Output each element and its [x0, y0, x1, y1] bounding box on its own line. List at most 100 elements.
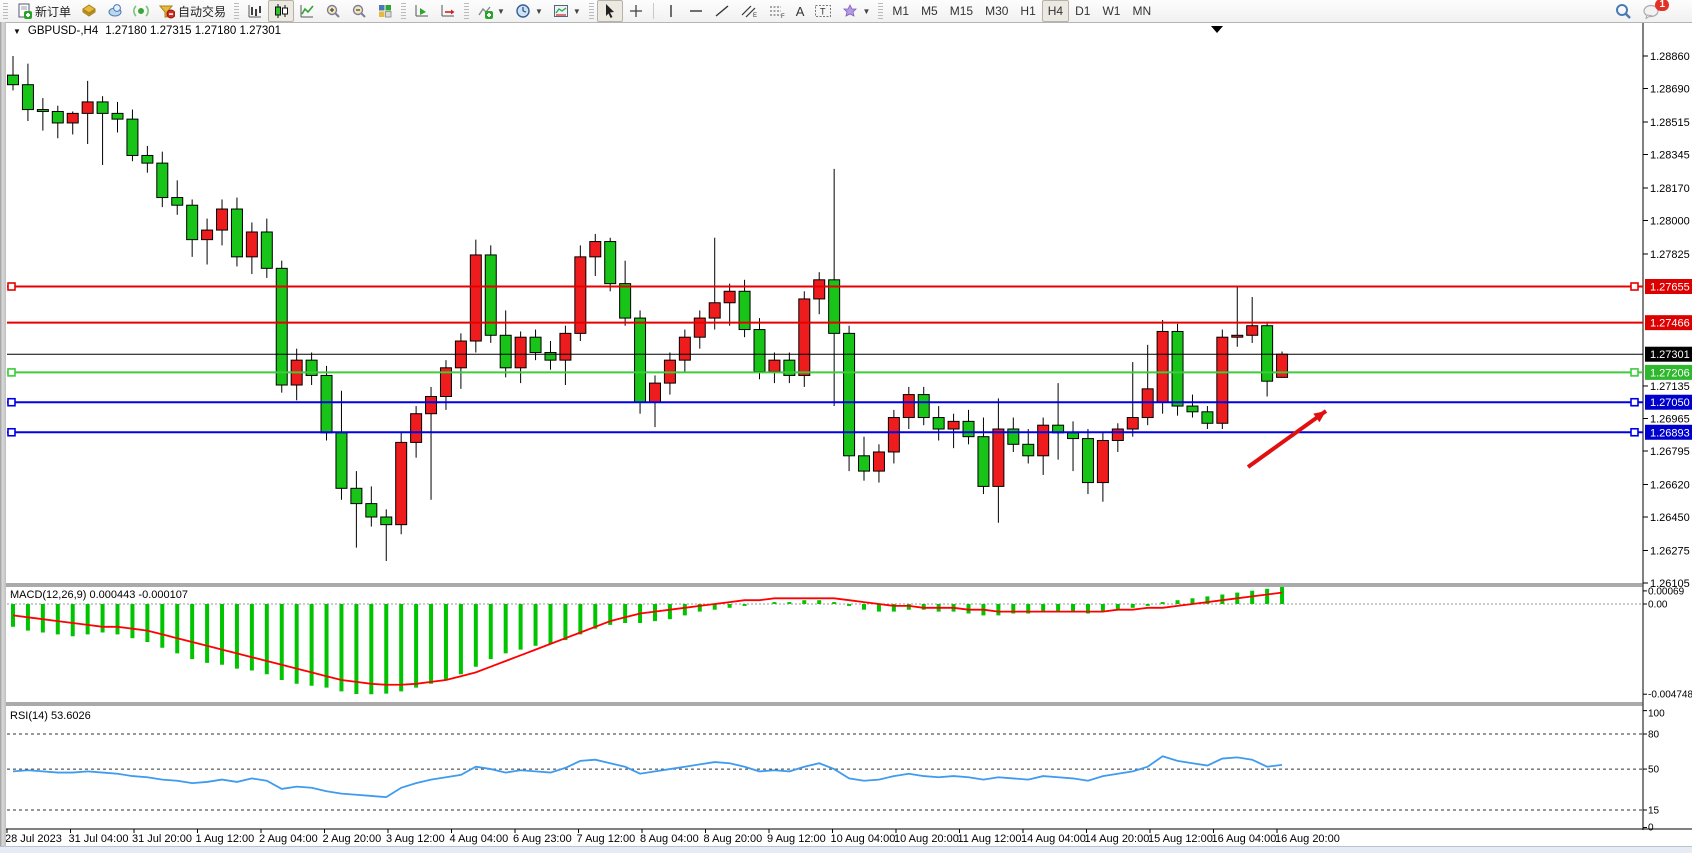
svg-text:1.26450: 1.26450: [1650, 512, 1690, 524]
navigator-icon: [108, 4, 122, 17]
chart-shift-marker: [1211, 26, 1223, 33]
svg-text:1.28515: 1.28515: [1650, 117, 1690, 129]
svg-text:1.28860: 1.28860: [1650, 51, 1690, 63]
terminal-button[interactable]: [128, 0, 154, 22]
auto-scroll-button[interactable]: [409, 0, 435, 22]
new-order-button[interactable]: 新订单: [11, 0, 76, 22]
timeframe-mn-button[interactable]: MN: [1132, 4, 1152, 18]
svg-text:0.00069: 0.00069: [1648, 586, 1685, 597]
bar-chart-icon: [248, 5, 262, 18]
zoom-out-icon: [352, 4, 366, 18]
periods-button[interactable]: ▼: [510, 0, 548, 22]
search-button[interactable]: [1609, 0, 1637, 22]
toolbar-right-group: 1: [1609, 0, 1682, 22]
horizontal-line-tool-button[interactable]: [683, 0, 709, 22]
annotation-arrow[interactable]: [1246, 409, 1328, 469]
chart-dropdown-icon[interactable]: ▼: [13, 26, 21, 36]
svg-text:1.26965: 1.26965: [1650, 413, 1690, 425]
timeframe-m5-button[interactable]: M5: [921, 4, 938, 18]
zoom-in-button[interactable]: [320, 0, 346, 22]
template-icon: [553, 5, 568, 17]
bar-chart-mode-button[interactable]: [242, 0, 268, 22]
svg-text:1 Aug 12:00: 1 Aug 12:00: [196, 833, 255, 845]
trendline-tool-button[interactable]: [709, 0, 735, 22]
timeframe-m15-button[interactable]: M15: [949, 4, 974, 18]
svg-text:-0.004748: -0.004748: [1648, 690, 1692, 701]
chart-shift-icon: [441, 5, 455, 17]
svg-text:0: 0: [1648, 823, 1654, 834]
rsi-indicator-label: RSI(14) 53.6026: [10, 710, 91, 722]
crosshair-tool-button[interactable]: [623, 0, 649, 22]
cursor-tool-button[interactable]: [596, 0, 623, 22]
templates-button[interactable]: ▼: [548, 0, 586, 22]
line-chart-mode-button[interactable]: [294, 0, 320, 22]
equidistant-channel-icon: E: [741, 5, 757, 19]
fibonacci-tool-button[interactable]: F: [763, 0, 791, 22]
svg-text:8 Aug 20:00: 8 Aug 20:00: [704, 833, 763, 845]
tile-windows-button[interactable]: [372, 0, 398, 22]
svg-text:1.27206: 1.27206: [1650, 367, 1690, 379]
vertical-line-tool-button[interactable]: [659, 0, 683, 22]
svg-text:80: 80: [1648, 730, 1660, 741]
svg-text:1.27466: 1.27466: [1650, 318, 1690, 330]
crosshair-icon: [629, 5, 642, 17]
svg-text:1.27655: 1.27655: [1650, 282, 1690, 294]
chart-symbol-period: GBPUSD-,H4: [27, 25, 99, 37]
autotrading-label: 自动交易: [178, 4, 227, 19]
svg-text:100: 100: [1648, 709, 1665, 720]
time-axis: 28 Jul 2023 31 Jul 04:00 31 Jul 20:00 1 Aug…: [5, 829, 1340, 845]
svg-text:50: 50: [1648, 765, 1660, 776]
autotrading-button[interactable]: 自动交易: [154, 0, 231, 22]
indicators-icon: [478, 6, 494, 19]
zoom-in-icon: [326, 4, 340, 18]
timeframe-h4-button[interactable]: H4: [1041, 0, 1070, 22]
navigator-button[interactable]: [102, 0, 128, 22]
zoom-out-button[interactable]: [346, 0, 372, 22]
svg-text:2 Aug 04:00: 2 Aug 04:00: [259, 833, 318, 845]
channel-tool-button[interactable]: E: [735, 0, 763, 22]
svg-text:8 Aug 04:00: 8 Aug 04:00: [640, 833, 699, 845]
chevron-down-icon: ▼: [534, 6, 543, 16]
cursor-icon: [605, 4, 614, 18]
svg-text:4 Aug 04:00: 4 Aug 04:00: [450, 833, 509, 845]
chart-shift-button[interactable]: [435, 0, 461, 22]
horizontal-line-icon: [689, 10, 702, 12]
arrows-tool-button[interactable]: ▼: [837, 0, 875, 22]
trendline-icon: [715, 5, 729, 17]
line-chart-icon: [300, 5, 314, 18]
text-label-tool-button[interactable]: T: [809, 0, 837, 22]
svg-text:E: E: [753, 13, 757, 19]
timeframe-h1-button[interactable]: H1: [1020, 4, 1036, 18]
toolbar-grip: [588, 3, 594, 19]
notifications-button[interactable]: 1: [1637, 0, 1682, 22]
svg-text:14 Aug 04:00: 14 Aug 04:00: [1021, 833, 1086, 845]
fibonacci-icon: F: [769, 6, 785, 19]
candlestick-icon: [275, 4, 289, 18]
svg-text:31 Jul 04:00: 31 Jul 04:00: [69, 833, 129, 845]
timeframe-w1-button[interactable]: W1: [1102, 4, 1121, 18]
window-left-edge: [0, 22, 6, 846]
chat-bubble-icon: [1643, 4, 1660, 19]
candlestick-mode-button[interactable]: [268, 0, 295, 22]
chart-ohlc-line: ▼ GBPUSD-,H4 1.27180 1.27315 1.27180 1.2…: [13, 25, 281, 37]
chevron-down-icon: ▼: [572, 6, 581, 16]
auto-scroll-icon: [415, 5, 429, 17]
svg-text:1.28690: 1.28690: [1650, 84, 1690, 96]
market-watch-button[interactable]: [76, 0, 102, 22]
timeframe-m30-button[interactable]: M30: [985, 4, 1009, 18]
indicators-button[interactable]: ▼: [472, 0, 510, 22]
arrows-tool-icon: [843, 4, 858, 17]
svg-text:1.26795: 1.26795: [1650, 446, 1690, 458]
svg-text:7 Aug 12:00: 7 Aug 12:00: [577, 833, 636, 845]
svg-text:1.28000: 1.28000: [1650, 216, 1690, 228]
toolbar-grip: [878, 3, 884, 19]
toolbar-grip: [464, 3, 470, 19]
main-toolbar: 新订单 自动: [0, 0, 1692, 23]
clock-icon: [516, 4, 530, 18]
timeframe-d1-button[interactable]: D1: [1075, 4, 1091, 18]
timeframe-m1-button[interactable]: M1: [892, 4, 910, 18]
svg-text:28 Jul 2023: 28 Jul 2023: [5, 833, 62, 845]
text-tool-button[interactable]: A: [791, 0, 810, 22]
